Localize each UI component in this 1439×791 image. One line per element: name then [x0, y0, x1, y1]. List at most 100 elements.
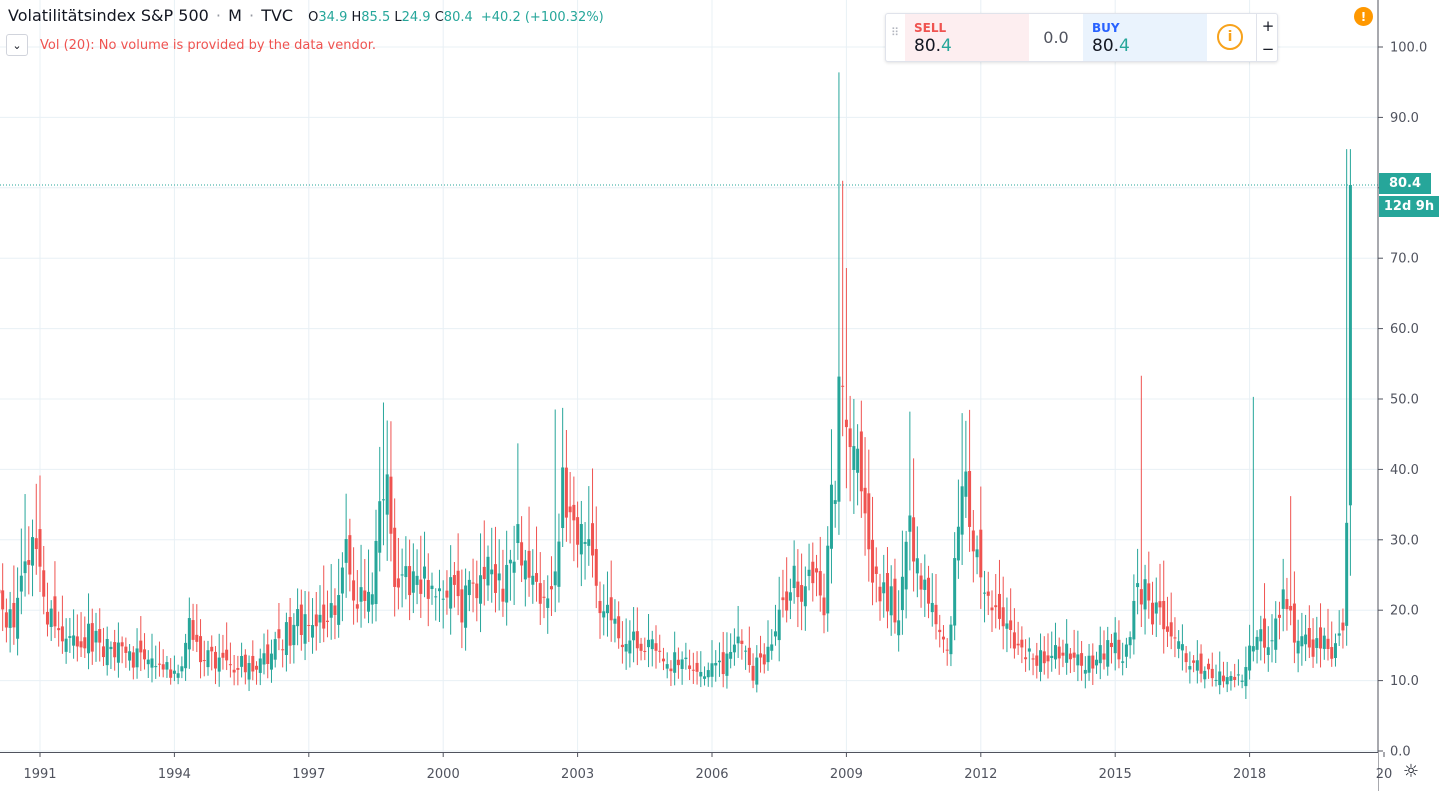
candle-body	[501, 588, 505, 602]
candle-body	[135, 648, 139, 668]
candle-body	[154, 666, 158, 668]
candle-body	[889, 586, 893, 616]
candle-body	[871, 539, 875, 583]
candle-body	[885, 573, 889, 612]
zoom-out-button[interactable]: −	[1261, 39, 1275, 58]
zoom-in-button[interactable]: +	[1261, 16, 1275, 35]
candle-body	[266, 644, 270, 664]
candle-body	[893, 578, 897, 623]
candle-body	[1180, 644, 1184, 651]
candle-body	[150, 658, 154, 668]
gear-icon[interactable]: ☼	[1402, 760, 1420, 782]
candle-body	[292, 624, 296, 646]
candle-body	[938, 629, 942, 633]
candle-body	[773, 631, 777, 637]
candle-body	[1132, 600, 1136, 640]
candle-body	[404, 566, 408, 578]
candle-body	[1319, 627, 1323, 649]
candle-body	[1080, 653, 1084, 666]
candle-body	[1009, 620, 1013, 630]
time-axis-background[interactable]	[0, 753, 1378, 791]
drag-handle-icon[interactable]: ⠿	[891, 26, 901, 39]
price-axis-background[interactable]	[1378, 0, 1439, 791]
info-icon[interactable]: i	[1217, 24, 1243, 50]
candle-body	[583, 542, 587, 544]
candle-body	[273, 639, 277, 660]
candle-body	[542, 596, 546, 598]
candle-body	[471, 582, 475, 584]
candle-body	[882, 582, 886, 594]
candle-body	[191, 620, 195, 640]
candle-body	[594, 549, 598, 586]
y-tick-label: 60.0	[1390, 322, 1419, 337]
candle-body	[1046, 655, 1050, 662]
candle-body	[553, 571, 557, 586]
candle-body	[781, 597, 785, 601]
candle-body	[4, 612, 8, 628]
candle-body	[960, 486, 964, 535]
candle-body	[1184, 653, 1188, 663]
candle-body	[613, 618, 617, 624]
candle-body	[856, 448, 860, 473]
candle-body	[695, 662, 699, 672]
legend-header[interactable]: Volatilitätsindex S&P 500 · M · TVC O34.…	[8, 6, 604, 25]
candle-body	[535, 573, 539, 582]
candle-body	[396, 578, 400, 588]
candle-body	[971, 530, 975, 552]
candle-body	[546, 598, 550, 608]
candle-body	[131, 652, 135, 668]
candle-body	[1277, 614, 1281, 618]
candle-body	[1270, 640, 1274, 642]
candle-body	[1027, 648, 1031, 652]
candle-body	[598, 600, 602, 614]
candle-body	[1341, 622, 1345, 631]
candle-body	[430, 585, 434, 589]
spread-value: 0.0	[1043, 28, 1069, 47]
candle-body	[120, 642, 124, 647]
candle-body	[1263, 618, 1267, 648]
candle-body	[669, 668, 673, 672]
candle-body	[393, 527, 397, 587]
candle-body	[355, 604, 359, 609]
candle-body	[284, 622, 288, 656]
candle-body	[53, 596, 57, 627]
candle-body	[990, 607, 994, 611]
candle-body	[568, 506, 572, 513]
candle-body	[482, 566, 486, 580]
candle-body	[908, 515, 912, 532]
candle-body	[717, 660, 721, 663]
symbol-name: Volatilitätsindex S&P 500	[8, 6, 209, 25]
candle-body	[665, 664, 669, 669]
collapse-legend-button[interactable]: ⌄	[6, 34, 28, 56]
candle-body	[979, 529, 983, 578]
candle-body	[79, 641, 83, 648]
candle-body	[516, 524, 520, 544]
candle-body	[650, 639, 654, 650]
candle-body	[587, 539, 591, 546]
candle-body	[441, 598, 445, 600]
candle-body	[408, 566, 412, 596]
candle-body	[49, 608, 53, 627]
last-price-tag: 80.4	[1379, 173, 1431, 194]
candle-body	[703, 676, 707, 679]
candle-body	[680, 659, 684, 669]
candle-body	[143, 649, 147, 660]
candle-body	[460, 589, 464, 623]
candle-body	[1102, 653, 1106, 660]
buy-button[interactable]: BUY 80.4	[1083, 14, 1207, 61]
candle-body	[661, 658, 665, 662]
candle-body	[852, 446, 856, 470]
x-tick-label: 2015	[1099, 767, 1132, 782]
candle-body	[1348, 184, 1352, 506]
candle-body	[101, 646, 105, 658]
candle-body	[1199, 653, 1203, 674]
candle-body	[299, 604, 303, 635]
candle-body	[1024, 657, 1028, 660]
candle-body	[337, 595, 341, 625]
warning-icon[interactable]: !	[1354, 7, 1373, 26]
sell-button[interactable]: SELL 80.4	[905, 14, 1029, 61]
candle-body	[1, 590, 5, 610]
high-label: H	[351, 10, 362, 25]
candle-body	[829, 484, 833, 549]
